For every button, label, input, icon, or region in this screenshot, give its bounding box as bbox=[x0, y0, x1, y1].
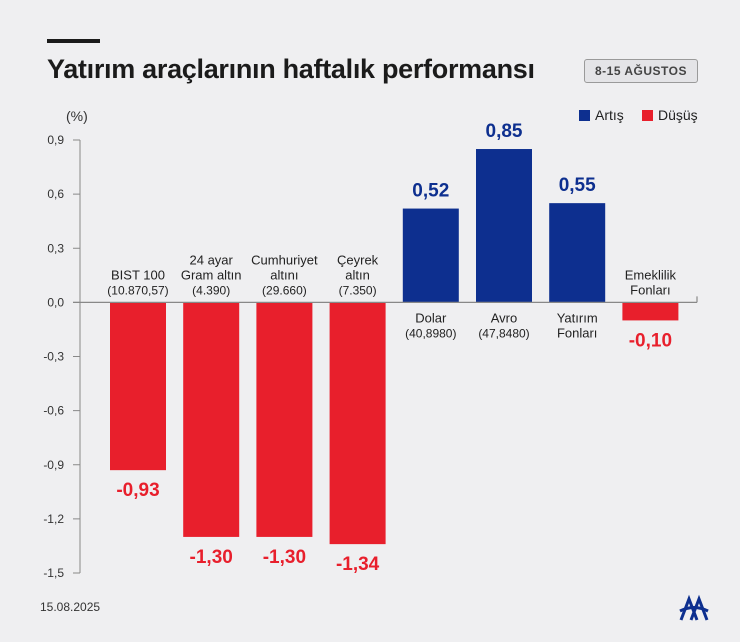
bar-value-label: -0,93 bbox=[116, 480, 159, 501]
category-label-line: (7.350) bbox=[339, 283, 377, 297]
category-label: Cumhuriyet altını (29.660) bbox=[251, 252, 318, 297]
bar-value-label: -1,34 bbox=[336, 554, 380, 575]
category-label: BIST 100 (10.870,57) bbox=[107, 267, 168, 297]
category-label: Çeyrek altın (7.350) bbox=[337, 252, 379, 297]
bar-1 bbox=[110, 302, 166, 471]
y-tick-label: 0,0 bbox=[47, 295, 64, 309]
footer-date: 15.08.2025 bbox=[40, 600, 101, 614]
legend-label-increase: Artış bbox=[595, 107, 624, 123]
category-label-line: Gram altın bbox=[181, 267, 242, 282]
bar-7 bbox=[549, 203, 606, 303]
bar-8 bbox=[622, 302, 679, 321]
category-label-line: Çeyrek bbox=[337, 252, 379, 267]
y-tick-label: 0,9 bbox=[47, 133, 64, 147]
category-label-line: altın bbox=[345, 267, 370, 282]
category-label-line: altını bbox=[270, 267, 298, 282]
category-label: Yatırım Fonları bbox=[557, 310, 598, 340]
y-axis-unit-label: (%) bbox=[66, 108, 88, 124]
category-label-line: 24 ayar bbox=[190, 252, 234, 267]
category-label-line: Cumhuriyet bbox=[251, 252, 318, 267]
title-accent-rule bbox=[47, 39, 100, 43]
category-label-line: Dolar bbox=[415, 310, 447, 325]
legend-swatch-increase bbox=[579, 110, 590, 121]
category-label-line: (29.660) bbox=[262, 283, 307, 297]
category-label-line: BIST 100 bbox=[111, 267, 165, 282]
category-label-line: (40,8980) bbox=[405, 326, 456, 340]
bar-value-label: -1,30 bbox=[263, 547, 306, 568]
y-tick-label: -0,9 bbox=[43, 458, 64, 472]
category-label-line: (4.390) bbox=[192, 283, 230, 297]
bar-2 bbox=[183, 302, 240, 537]
bar-value-label: -1,30 bbox=[190, 547, 233, 568]
bar-5 bbox=[402, 208, 459, 303]
date-range-badge: 8-15 AĞUSTOS bbox=[584, 59, 698, 83]
category-label-line: (10.870,57) bbox=[107, 283, 168, 297]
category-label: Dolar (40,8980) bbox=[405, 310, 456, 340]
legend-swatch-decrease bbox=[642, 110, 653, 121]
y-tick-label: -0,6 bbox=[43, 404, 64, 418]
bar-4 bbox=[329, 302, 386, 545]
bar-3 bbox=[256, 302, 313, 537]
bar-value-label: -0,10 bbox=[629, 330, 672, 351]
category-label-line: Avro bbox=[491, 310, 518, 325]
category-label-line: Fonları bbox=[630, 282, 670, 297]
y-tick-label: 0,3 bbox=[47, 241, 64, 255]
category-label-line: Fonları bbox=[557, 325, 597, 340]
category-label: Emeklilik Fonları bbox=[625, 267, 677, 297]
aa-logo-icon bbox=[679, 594, 709, 621]
bar-value-label: 0,52 bbox=[412, 181, 449, 202]
category-label-line: (47,8480) bbox=[478, 326, 529, 340]
bar-6 bbox=[476, 149, 532, 303]
bar-value-label: 0,55 bbox=[559, 175, 596, 196]
y-tick-label: -1,2 bbox=[43, 512, 64, 526]
y-tick-label: -0,3 bbox=[43, 350, 64, 364]
category-label-line: Yatırım bbox=[557, 310, 598, 325]
legend-label-decrease: Düşüş bbox=[658, 107, 698, 123]
y-tick-label: 0,6 bbox=[47, 187, 64, 201]
y-tick-label: -1,5 bbox=[43, 566, 64, 580]
category-label-line: Emeklilik bbox=[625, 267, 677, 282]
bar-value-label: 0,85 bbox=[486, 121, 523, 142]
category-label: 24 ayar Gram altın (4.390) bbox=[181, 252, 242, 297]
category-label: Avro (47,8480) bbox=[478, 310, 529, 340]
page-title: Yatırım araçlarının haftalık performansı bbox=[47, 54, 535, 84]
